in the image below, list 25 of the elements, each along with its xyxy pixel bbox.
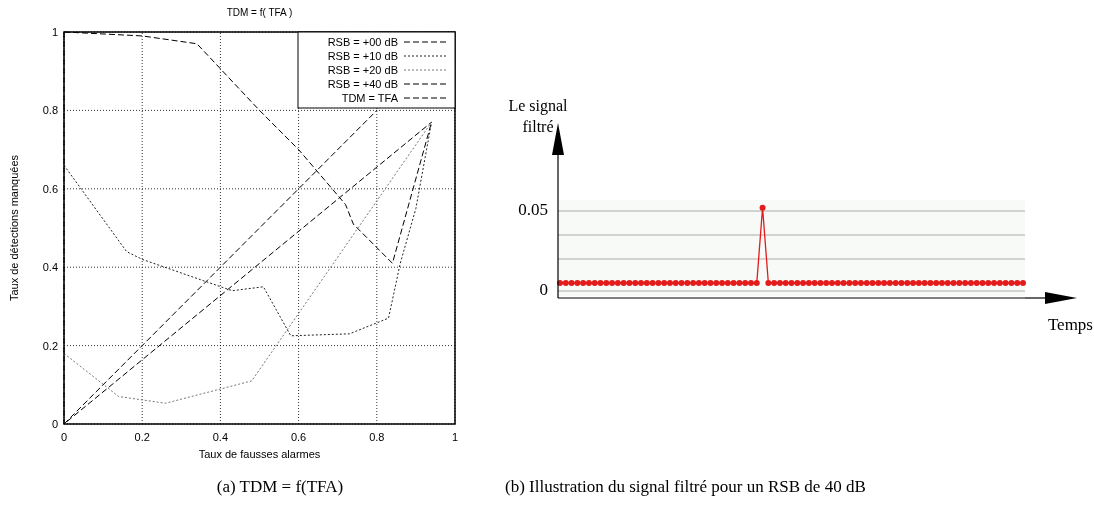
text: (b) Illustration du signal filtré pour un RSB de 40 dB <box>505 477 866 496</box>
chart-title: TDM = f( TFA ) <box>226 7 293 18</box>
x-axis-title: Temps <box>1047 315 1093 334</box>
legend-label: RSB = +10 dB <box>327 50 398 62</box>
y-tick-label: 0 <box>51 418 58 430</box>
y-tick-label: 0.8 <box>42 104 58 117</box>
text: (a) TDM = f(TFA) <box>216 477 344 496</box>
y-axis-title: Le signal filtré <box>508 97 569 135</box>
y-tick-label: 0.05 <box>518 200 548 219</box>
legend-label: RSB = +20 dB <box>327 64 398 76</box>
y-tick-label: 0.4 <box>42 261 58 274</box>
y-tick-label: 0.2 <box>42 339 58 352</box>
x-axis-title: Taux de fausses alarmes <box>198 448 321 460</box>
legend-label: RSB = +00 dB <box>327 36 398 48</box>
x-tick-label: 0.4 <box>212 431 229 443</box>
x-tick-label: 0.6 <box>290 431 307 443</box>
x-tick-label: 0.2 <box>134 431 150 443</box>
y-tick-label: 1 <box>51 26 58 38</box>
legend-label: RSB = +40 dB <box>327 78 398 90</box>
y-tick-label: 0.6 <box>42 182 58 195</box>
x-tick-label: 0.8 <box>369 431 385 443</box>
y-axis-title: Taux de détections manquées <box>8 154 20 302</box>
x-tick-label: 0 <box>60 431 68 443</box>
legend-label: TDM = TFA <box>341 92 399 104</box>
x-tick-label: 1 <box>451 431 459 443</box>
